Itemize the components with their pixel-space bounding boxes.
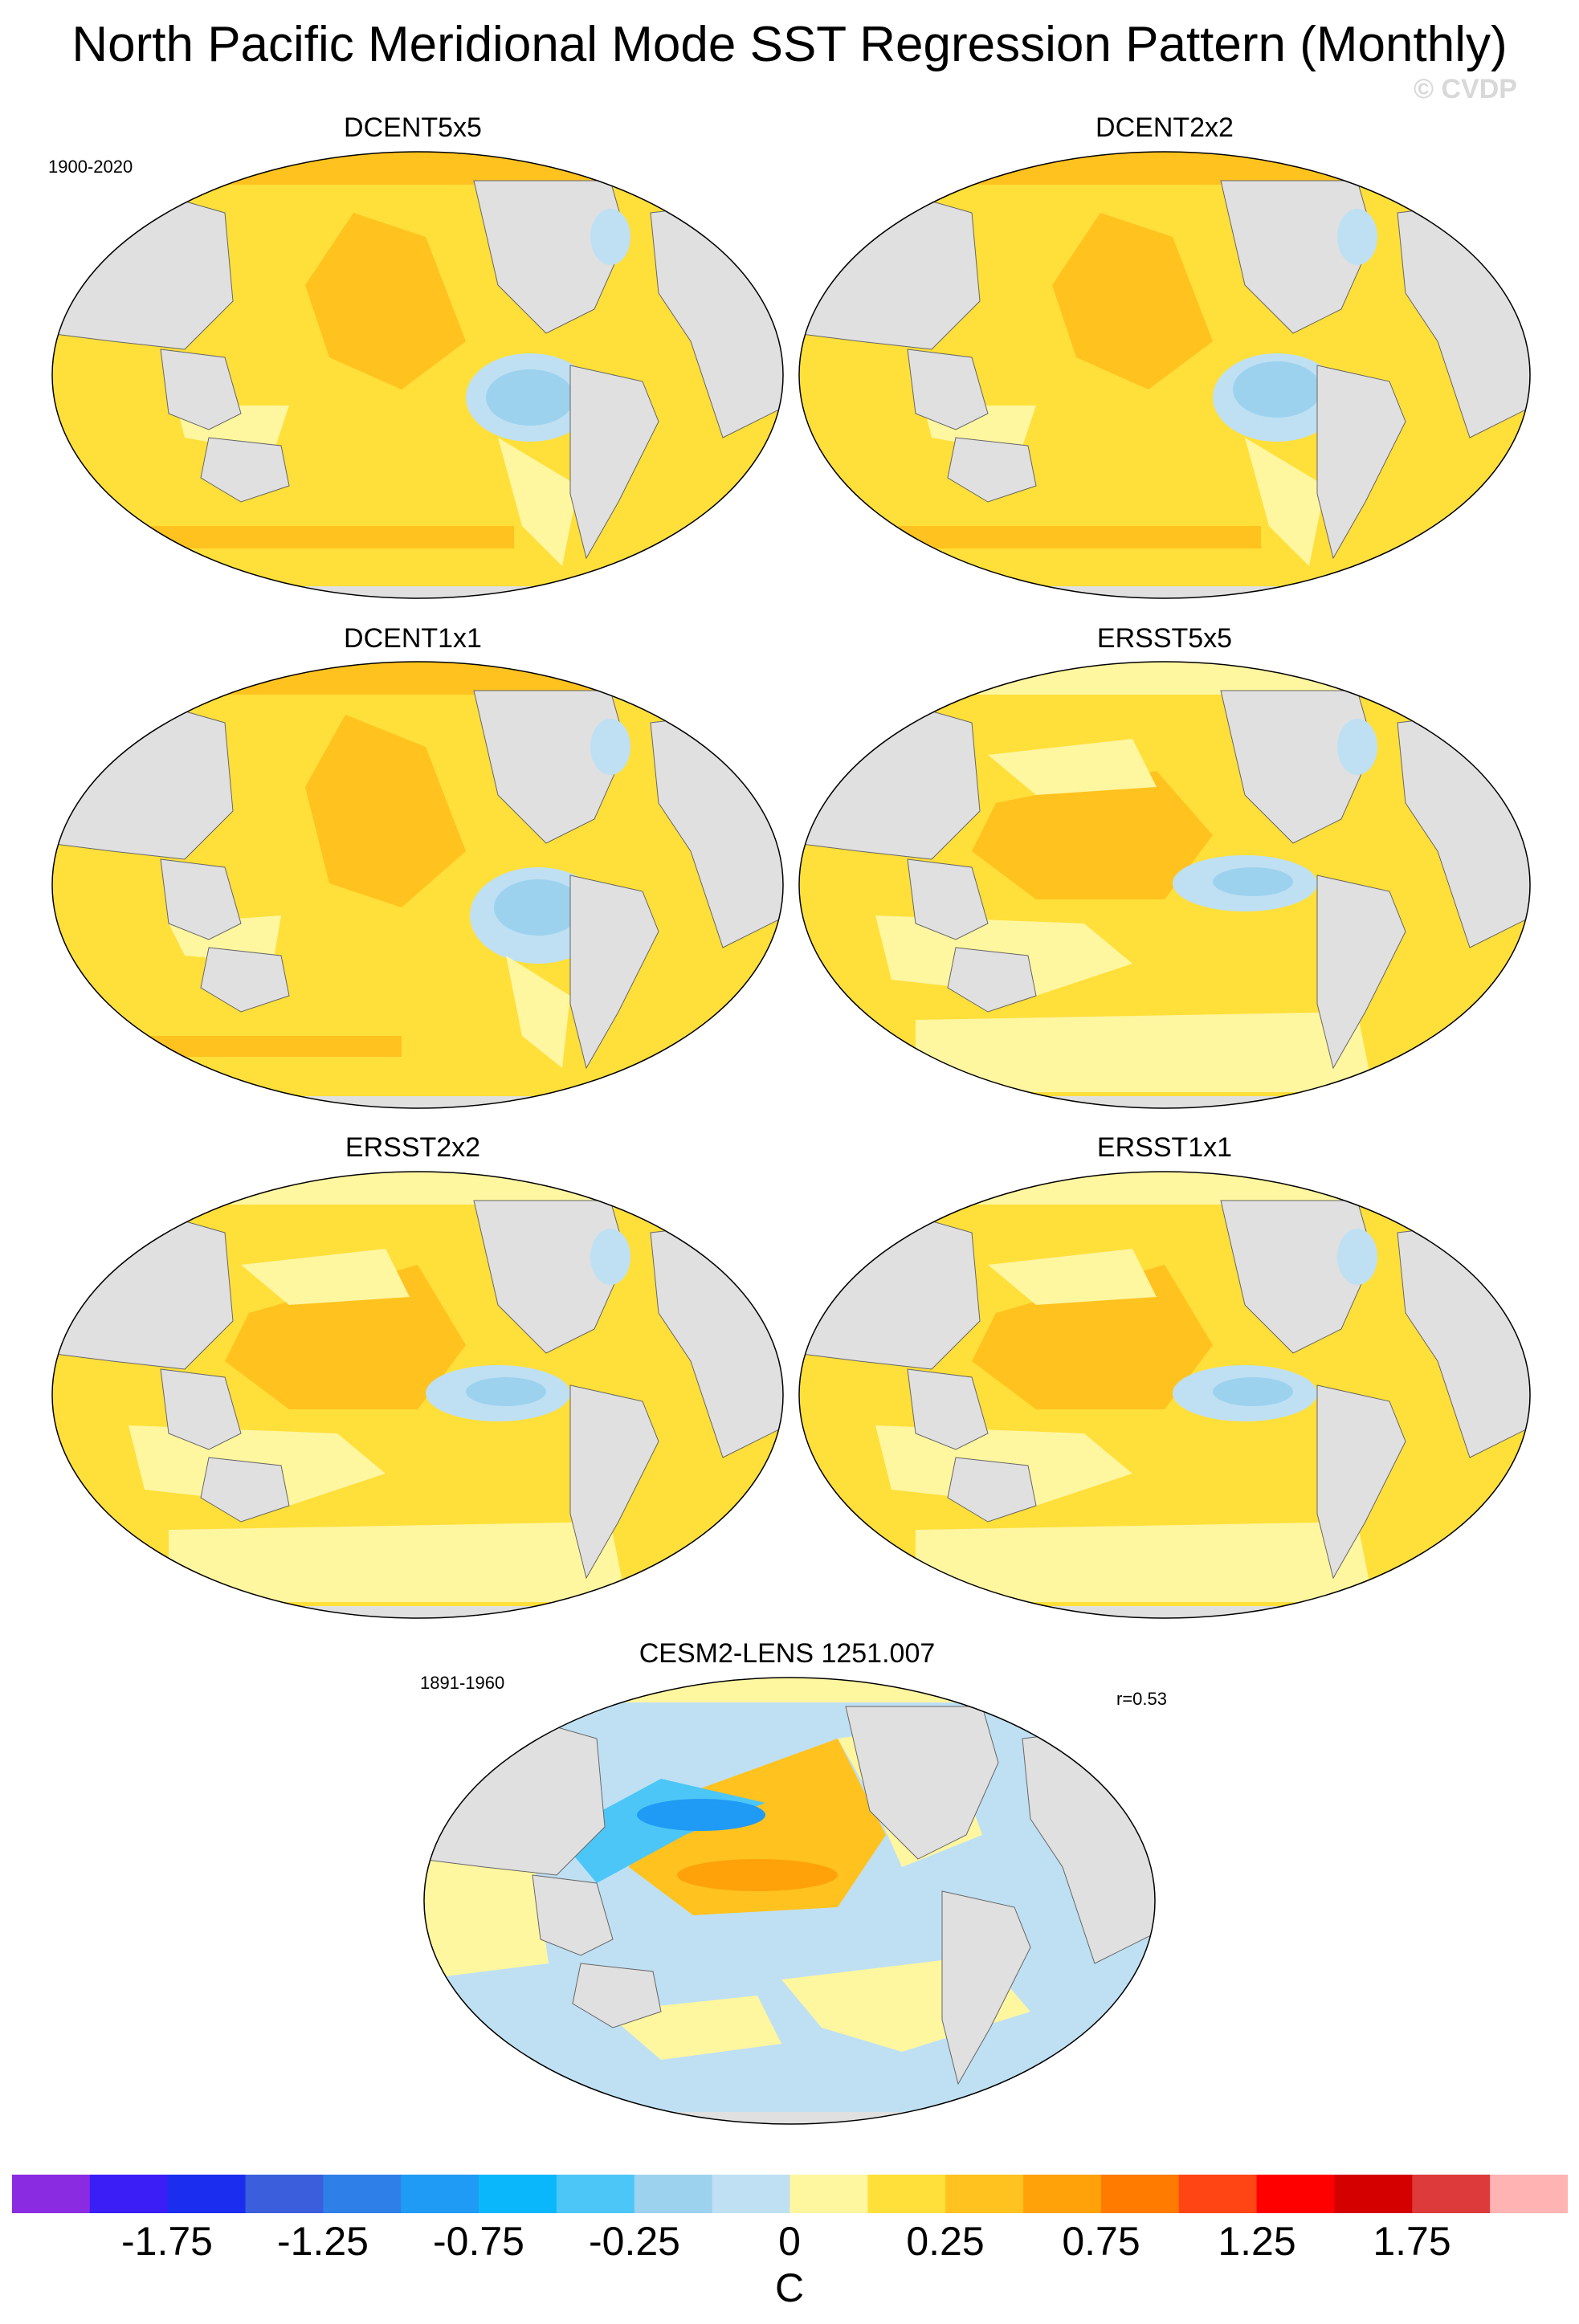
colorbar-swatch	[89, 2175, 169, 2213]
colorbar-tick-label: 1.75	[1373, 2219, 1451, 2264]
period-label-model: 1891-1960	[420, 1673, 505, 1693]
colorbar-swatch	[1256, 2175, 1335, 2213]
colorbar-swatch	[323, 2175, 402, 2213]
map-ersst5x5	[798, 661, 1531, 1109]
panel-title-cesm2: CESM2-LENS 1251.007	[639, 1638, 936, 1669]
colorbar-swatch	[712, 2175, 790, 2213]
panel-title-dcent5x5: DCENT5x5	[344, 112, 482, 143]
colorbar-swatch	[867, 2175, 946, 2213]
panel-title-ersst5x5: ERSST5x5	[1096, 623, 1233, 654]
colorbar-swatch	[556, 2175, 635, 2213]
colorbar-tick-label: 0.75	[1062, 2219, 1140, 2264]
panel-title-dcent1x1: DCENT1x1	[344, 623, 482, 654]
colorbar-swatch	[1412, 2175, 1491, 2213]
colorbar-swatch	[945, 2175, 1024, 2213]
colorbar-swatch	[1023, 2175, 1102, 2213]
colorbar-tick-label: 1.25	[1218, 2219, 1296, 2264]
colorbar-swatch	[1100, 2175, 1180, 2213]
colorbar	[12, 2175, 1568, 2213]
period-label-obs: 1900-2020	[48, 157, 133, 177]
map-dcent2x2	[798, 151, 1531, 599]
colorbar-swatch	[12, 2175, 91, 2213]
colorbar-tick-label: -0.25	[589, 2219, 680, 2264]
colorbar-swatch	[401, 2175, 479, 2213]
map-ersst2x2	[51, 1171, 784, 1619]
panel-title-ersst2x2: ERSST2x2	[345, 1132, 481, 1163]
main-title: North Pacific Meridional Mode SST Regres…	[71, 17, 1508, 72]
colorbar-swatch	[1490, 2175, 1568, 2213]
colorbar-swatch	[245, 2175, 324, 2213]
watermark: © CVDP	[1414, 74, 1517, 104]
map-dcent1x1	[51, 661, 784, 1109]
colorbar-tick-label: -1.75	[121, 2219, 213, 2264]
colorbar-swatch	[1334, 2175, 1413, 2213]
colorbar-tick-label: 0	[778, 2219, 801, 2264]
colorbar-swatch	[790, 2175, 868, 2213]
colorbar-swatch	[634, 2175, 713, 2213]
map-cesm2-lens	[423, 1677, 1156, 2125]
map-ersst1x1	[798, 1171, 1531, 1619]
panel-title-dcent2x2: DCENT2x2	[1096, 112, 1234, 143]
colorbar-swatch	[479, 2175, 557, 2213]
colorbar-tick-label: -1.25	[277, 2219, 369, 2264]
colorbar-unit: C	[774, 2265, 805, 2310]
colorbar-tick-label: -0.75	[433, 2219, 524, 2264]
panel-title-ersst1x1: ERSST1x1	[1096, 1132, 1233, 1163]
colorbar-swatch	[1178, 2175, 1258, 2213]
colorbar-swatch	[167, 2175, 247, 2213]
colorbar-tick-label: 0.25	[906, 2219, 985, 2264]
map-dcent5x5	[51, 151, 784, 599]
correlation-label: r=0.53	[1116, 1689, 1167, 1709]
